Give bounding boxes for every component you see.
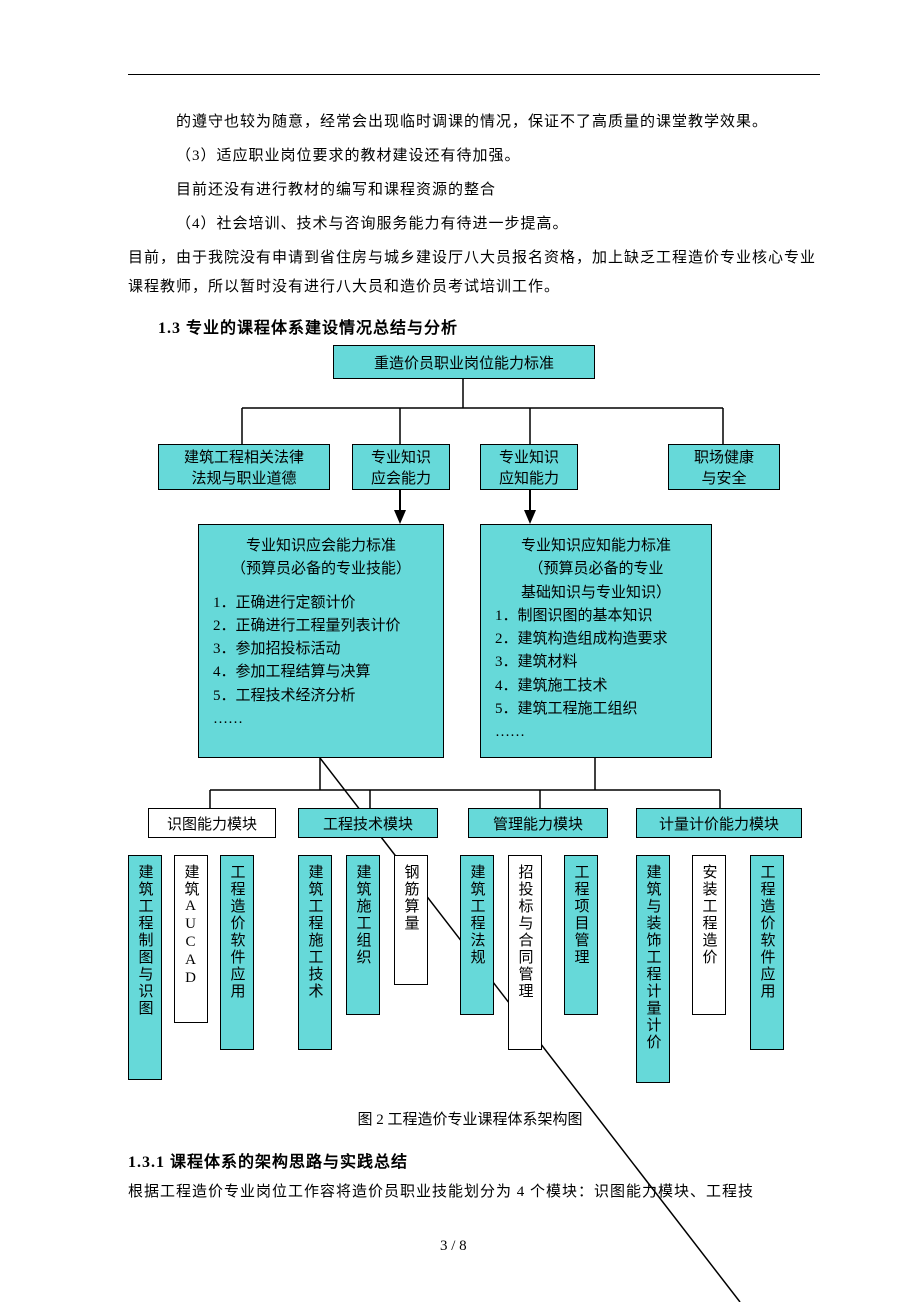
diagram-row5-node: 建筑AUCAD <box>174 855 208 1023</box>
section-heading: 1.3 专业的课程体系建设情况总结与分析 <box>158 314 458 338</box>
diagram-row5-node: 建筑与装饰工程计量计价 <box>636 855 670 1083</box>
row3-items: 1．正确进行定额计价 2．正确进行工程量列表计价 3．参加招投标活动 4．参加工… <box>213 592 429 732</box>
row3-items: 1．制图识图的基本知识 2．建筑构造组成构造要求 3．建筑材料 4．建筑施工技术… <box>495 605 697 745</box>
row3-title: 专业知识应知能力标准 （预算员必备的专业 基础知识与专业知识） <box>495 535 697 605</box>
paragraph: （3）适应职业岗位要求的教材建设还有待加强。 <box>176 142 521 171</box>
diagram-row5-node: 建筑工程制图与识图 <box>128 855 162 1080</box>
diagram-row2-node: 职场健康 与安全 <box>668 444 780 490</box>
diagram-row2-node: 专业知识 应知能力 <box>480 444 578 490</box>
diagram-row5-node: 建筑工程法规 <box>460 855 494 1015</box>
diagram-row2-node: 专业知识 应会能力 <box>352 444 450 490</box>
subsection-heading: 1.3.1 课程体系的架构思路与实践总结 <box>128 1148 408 1172</box>
diagram-row3-node: 专业知识应知能力标准 （预算员必备的专业 基础知识与专业知识） 1．制图识图的基… <box>480 524 712 758</box>
page-rule <box>128 74 820 75</box>
diagram-row4-node: 计量计价能力模块 <box>636 808 802 838</box>
diagram-row4-node: 识图能力模块 <box>148 808 276 838</box>
row3-title: 专业知识应会能力标准 （预算员必备的专业技能） <box>213 535 429 582</box>
figure-caption: 图 2 工程造价专业课程体系架构图 <box>330 1108 610 1129</box>
paragraph: 根据工程造价专业岗位工作容将造价员职业技能划分为 4 个模块：识图能力模块、工程… <box>128 1178 828 1207</box>
paragraph: 目前还没有进行教材的编写和课程资源的整合 <box>176 176 496 205</box>
diagram-row5-node: 工程造价软件应用 <box>220 855 254 1050</box>
diagram-row5-node: 钢筋算量 <box>394 855 428 985</box>
diagram-row5-node: 工程项目管理 <box>564 855 598 1015</box>
diagram-row3-node: 专业知识应会能力标准 （预算员必备的专业技能） 1．正确进行定额计价 2．正确进… <box>198 524 444 758</box>
diagram-row4-node: 工程技术模块 <box>298 808 438 838</box>
diagram-row2-node: 建筑工程相关法律 法规与职业道德 <box>158 444 330 490</box>
paragraph: （4）社会培训、技术与咨询服务能力有待进一步提高。 <box>176 210 569 239</box>
page: 的遵守也较为随意，经常会出现临时调课的情况，保证不了高质量的课堂教学效果。 （3… <box>0 0 920 1302</box>
diagram-row5-node: 安装工程造价 <box>692 855 726 1015</box>
diagram-row5-node: 建筑工程施工技术 <box>298 855 332 1050</box>
diagram-row5-node: 工程造价软件应用 <box>750 855 784 1050</box>
paragraph: 目前，由于我院没有申请到省住房与城乡建设厅八大员报名资格，加上缺乏工程造价专业核… <box>128 244 828 301</box>
diagram-row4-node: 管理能力模块 <box>468 808 608 838</box>
diagram-row5-node: 招投标与合同管理 <box>508 855 542 1050</box>
diagram-top-node: 重造价员职业岗位能力标准 <box>333 345 595 379</box>
diagram-row5-node: 建筑施工组织 <box>346 855 380 1015</box>
paragraph: 的遵守也较为随意，经常会出现临时调课的情况，保证不了高质量的课堂教学效果。 <box>176 108 836 137</box>
page-footer: 3 / 8 <box>440 1238 467 1255</box>
